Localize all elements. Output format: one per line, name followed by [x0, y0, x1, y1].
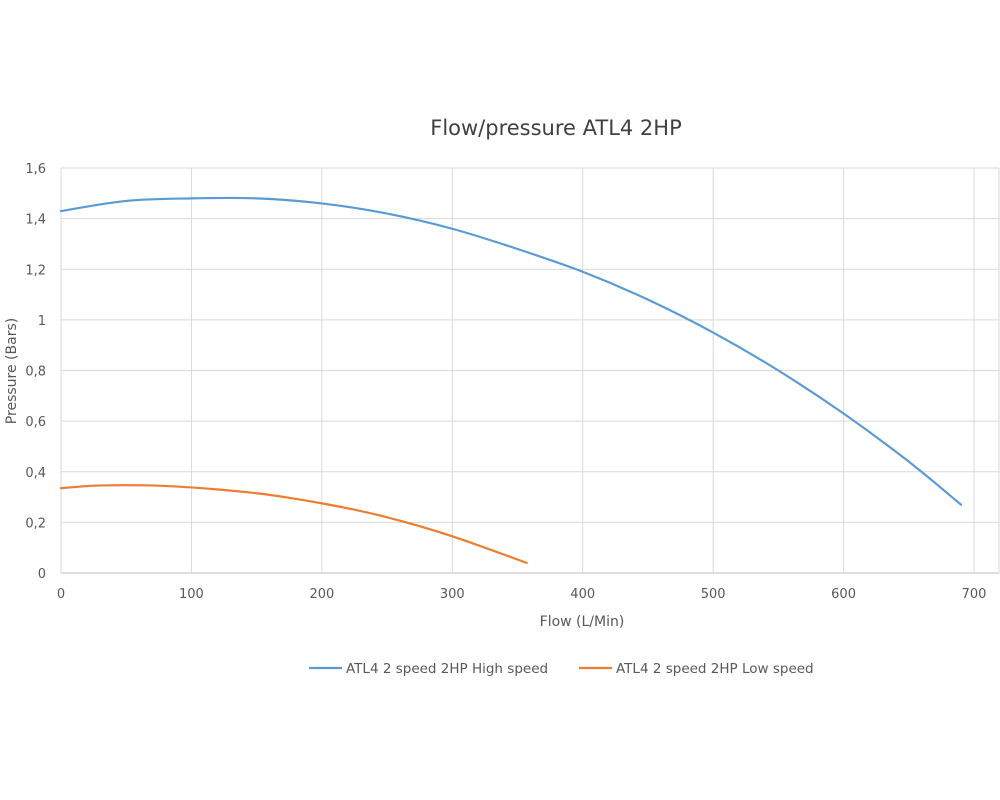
legend-item: ATL4 2 speed 2HP High speed: [309, 661, 548, 677]
grid-lines: [60, 167, 1000, 574]
x-tick-label: 300: [440, 587, 465, 602]
x-tick-label: 400: [570, 587, 595, 602]
y-axis-ticks: 0 0,2 0,4 0,6 0,8 1 1,2 1,4 1,6: [25, 162, 46, 582]
legend-label: ATL4 2 speed 2HP Low speed: [616, 661, 814, 677]
legend-item: ATL4 2 speed 2HP Low speed: [579, 661, 814, 677]
legend-label: ATL4 2 speed 2HP High speed: [346, 661, 548, 677]
y-tick-label: 1,4: [25, 213, 46, 228]
y-axis-label: Pressure (Bars): [4, 318, 20, 424]
y-tick-label: 0,2: [25, 516, 46, 531]
x-tick-label: 200: [309, 587, 334, 602]
legend: ATL4 2 speed 2HP High speed ATL4 2 speed …: [309, 661, 814, 677]
x-tick-label: 600: [831, 587, 856, 602]
y-tick-label: 1,6: [25, 162, 46, 177]
x-tick-label: 700: [962, 587, 987, 602]
series-line-low-speed: [59, 484, 528, 564]
series-line-high-speed: [59, 196, 963, 506]
x-axis-label: Flow (L/Min): [540, 614, 625, 630]
y-tick-label: 1: [38, 314, 46, 329]
y-tick-label: 1,2: [25, 263, 46, 278]
y-tick-label: 0,8: [25, 365, 46, 380]
x-axis-ticks: 0 100 200 300 400 500 600 700: [57, 587, 987, 602]
x-tick-label: 100: [179, 587, 204, 602]
x-tick-label: 0: [57, 587, 65, 602]
chart-title: Flow/pressure ATL4 2HP: [430, 116, 682, 140]
x-tick-label: 500: [701, 587, 726, 602]
y-tick-label: 0: [38, 567, 46, 582]
series-lines: [59, 196, 963, 564]
y-tick-label: 0,4: [25, 466, 46, 481]
y-tick-label: 0,6: [25, 415, 46, 430]
